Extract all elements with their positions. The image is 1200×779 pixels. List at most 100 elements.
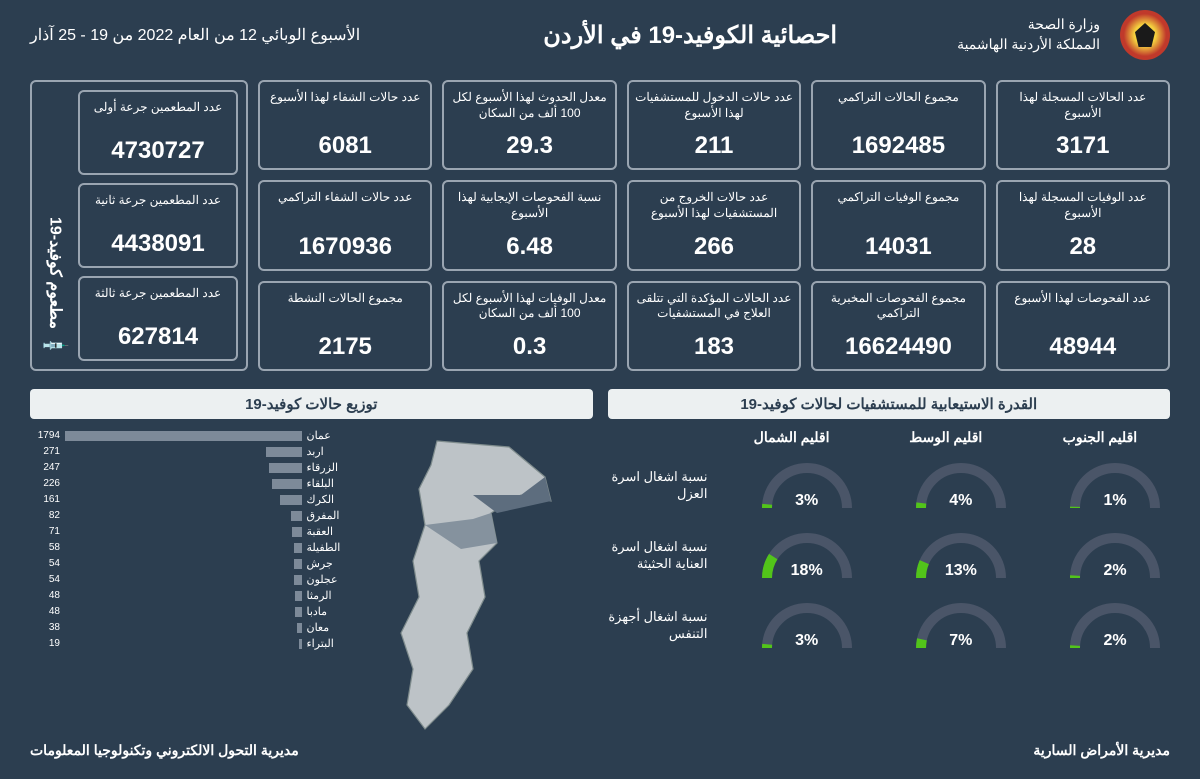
bar-value: 38 <box>30 622 60 633</box>
stat-card: عدد حالات الخروج من المستشفيات لهذا الأس… <box>627 180 801 270</box>
gauge: 4% <box>906 456 1016 516</box>
bar-label: اربد <box>307 445 343 458</box>
bar-fill <box>280 495 301 505</box>
bar-track <box>65 543 302 553</box>
stat-label: عدد حالات الدخول للمستشفيات لهذا الأسبوع <box>635 90 793 121</box>
bar-fill <box>65 431 302 441</box>
stat-card: عدد الفحوصات لهذا الأسبوع 48944 <box>996 281 1170 371</box>
stat-value: 48944 <box>1004 333 1162 361</box>
bar-value: 247 <box>30 462 60 473</box>
bar-value: 271 <box>30 446 60 457</box>
stat-label: مجموع الفحوصات المخبرية التراكمي <box>819 291 977 322</box>
bar-track <box>65 511 302 521</box>
vaccine-card: عدد المطعمين جرعة أولى 4730727 <box>78 90 238 175</box>
bar-row: معان 38 <box>30 621 343 634</box>
bar-fill <box>266 447 302 457</box>
epi-week-label: الأسبوع الوبائي 12 من العام 2022 من 19 -… <box>30 25 360 45</box>
bar-row: مادبا 48 <box>30 605 343 618</box>
bar-row: جرش 54 <box>30 557 343 570</box>
stat-card: عدد حالات الدخول للمستشفيات لهذا الأسبوع… <box>627 80 801 170</box>
hospital-capacity-panel: القدرة الاستيعابية للمستشفيات لحالات كوف… <box>608 389 1171 709</box>
stat-label: مجموع الوفيات التراكمي <box>819 190 977 206</box>
bar-label: عجلون <box>307 573 343 586</box>
bar-fill <box>294 575 301 585</box>
vaccine-card-value: 4730727 <box>86 137 230 165</box>
stat-value: 6081 <box>266 132 424 160</box>
gauge-value: 13% <box>906 562 1016 580</box>
gauge: 1% <box>1060 456 1170 516</box>
bar-row: الطفيلة 58 <box>30 541 343 554</box>
bar-row: البلقاء 226 <box>30 477 343 490</box>
stats-grid: عدد الحالات المسجلة لهذا الأسبوع 3171مجم… <box>258 80 1170 371</box>
bar-value: 1794 <box>30 430 60 441</box>
stat-label: عدد الحالات المسجلة لهذا الأسبوع <box>1004 90 1162 121</box>
bar-track <box>65 559 302 569</box>
stat-card: مجموع الحالات التراكمي 1692485 <box>811 80 985 170</box>
gauge-value: 18% <box>752 562 862 580</box>
gauge-value: 1% <box>1060 492 1170 510</box>
gauge-row-label: نسبة اشغال أجهزة التنفس <box>608 609 708 643</box>
bar-label: البتراء <box>307 637 343 650</box>
stat-card: نسبة الفحوصات الإيجابية لهذا الأسبوع 6.4… <box>442 180 616 270</box>
stat-value: 1692485 <box>819 132 977 160</box>
stat-label: مجموع الحالات التراكمي <box>819 90 977 106</box>
bar-fill <box>292 527 301 537</box>
bar-row: الكرك 161 <box>30 493 343 506</box>
vaccine-section-text: مطعوم كوفيد-19 <box>46 217 65 329</box>
bar-value: 58 <box>30 542 60 553</box>
gauge-grid: اقليم الجنوباقليم الوسطاقليم الشمال 1% 4… <box>608 429 1171 656</box>
bar-label: معان <box>307 621 343 634</box>
distribution-title: توزيع حالات كوفيد-19 <box>30 389 593 419</box>
bar-value: 82 <box>30 510 60 521</box>
stat-value: 183 <box>635 333 793 361</box>
stat-label: عدد الفحوصات لهذا الأسبوع <box>1004 291 1162 307</box>
header: وزارة الصحة المملكة الأردنية الهاشمية اح… <box>0 0 1200 70</box>
bar-track <box>65 447 302 457</box>
stat-value: 28 <box>1004 233 1162 261</box>
vaccine-card-label: عدد المطعمين جرعة أولى <box>86 100 230 116</box>
bar-row: عجلون 54 <box>30 573 343 586</box>
gauge-value: 3% <box>752 632 862 650</box>
bar-track <box>65 607 302 617</box>
bar-fill <box>272 479 302 489</box>
vaccine-card-label: عدد المطعمين جرعة ثانية <box>86 193 230 209</box>
stat-value: 6.48 <box>450 233 608 261</box>
stat-value: 211 <box>635 132 793 160</box>
vaccine-section: عدد المطعمين جرعة أولى 4730727عدد المطعم… <box>30 80 248 371</box>
bar-value: 161 <box>30 494 60 505</box>
stat-label: عدد حالات الشفاء التراكمي <box>266 190 424 206</box>
bar-label: الزرقاء <box>307 461 343 474</box>
bar-fill <box>295 591 301 601</box>
stat-value: 29.3 <box>450 132 608 160</box>
bar-label: الطفيلة <box>307 541 343 554</box>
stat-card: عدد حالات الشفاء التراكمي 1670936 <box>258 180 432 270</box>
region-header: اقليم الجنوب <box>1030 429 1170 446</box>
vaccine-card-value: 627814 <box>86 323 230 351</box>
jordan-map-svg <box>353 429 593 741</box>
bar-value: 48 <box>30 606 60 617</box>
capacity-title: القدرة الاستيعابية للمستشفيات لحالات كوف… <box>608 389 1171 419</box>
bar-value: 54 <box>30 558 60 569</box>
bar-label: عمان <box>307 429 343 442</box>
footer-left: مديرية التحول الالكتروني وتكنولوجيا المع… <box>30 742 299 759</box>
jordan-emblem-icon <box>1120 10 1170 60</box>
bar-fill <box>291 511 302 521</box>
stat-label: عدد حالات الشفاء لهذا الأسبوع <box>266 90 424 106</box>
bar-track <box>65 479 302 489</box>
stat-label: عدد الوفيات المسجلة لهذا الأسبوع <box>1004 190 1162 221</box>
bar-row: الرمثا 48 <box>30 589 343 602</box>
bar-track <box>65 623 302 633</box>
stat-card: عدد الوفيات المسجلة لهذا الأسبوع 28 <box>996 180 1170 270</box>
stat-value: 266 <box>635 233 793 261</box>
bar-track <box>65 575 302 585</box>
jordan-map <box>353 429 593 709</box>
bar-track <box>65 463 302 473</box>
footer-right: مديرية الأمراض السارية <box>1033 742 1170 759</box>
bar-fill <box>294 559 301 569</box>
bottom-section: القدرة الاستيعابية للمستشفيات لحالات كوف… <box>0 381 1200 717</box>
bar-fill <box>297 623 302 633</box>
stat-card: مجموع الفحوصات المخبرية التراكمي 1662449… <box>811 281 985 371</box>
vaccine-cards: عدد المطعمين جرعة أولى 4730727عدد المطعم… <box>78 90 238 361</box>
bar-track <box>65 495 302 505</box>
bar-row: البتراء 19 <box>30 637 343 650</box>
